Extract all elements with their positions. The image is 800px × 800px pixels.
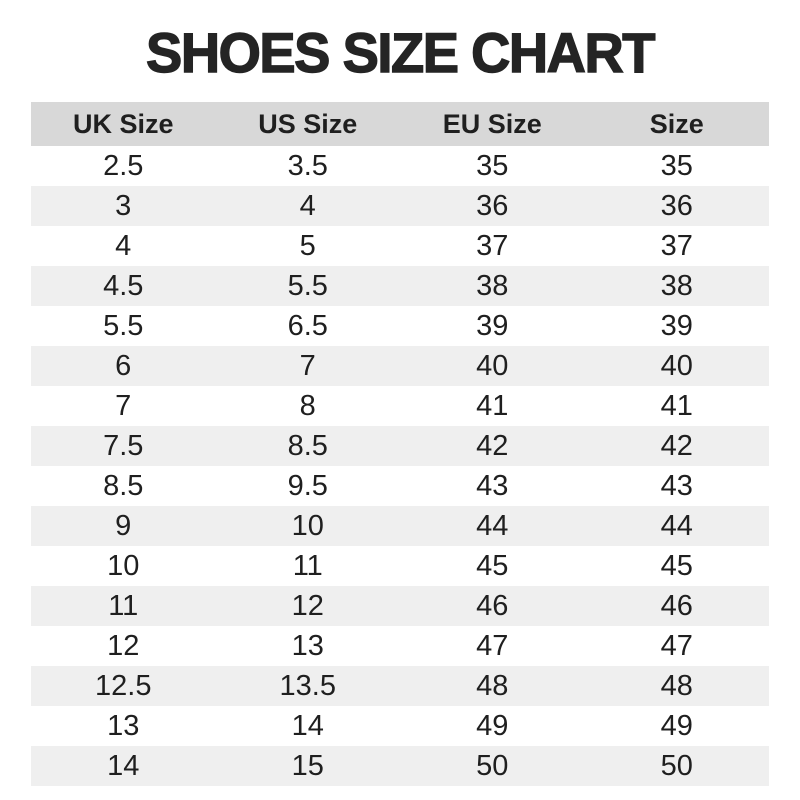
size-cell: 49 (660, 709, 693, 742)
table-row: 11 12 46 46 (31, 586, 769, 626)
size-cell: 7 (299, 349, 316, 382)
size-cell: 44 (476, 509, 509, 542)
size-cell: 4.5 (103, 269, 144, 302)
size-cell: 42 (660, 429, 693, 462)
size-cell: 36 (476, 189, 509, 222)
table-header: UK Size US Size EU Size Size (31, 102, 769, 146)
size-cell: 40 (476, 349, 509, 382)
size-cell: 49 (476, 709, 509, 742)
size-cell: 7 (115, 389, 132, 422)
column-header-eu-size: EU Size (400, 102, 585, 146)
size-cell: 15 (291, 749, 324, 782)
size-cell: 48 (476, 669, 509, 702)
size-cell: 39 (660, 309, 693, 342)
size-cell: 8.5 (103, 469, 144, 502)
table-row: 5.5 6.5 39 39 (31, 306, 769, 346)
table-row: 13 14 49 49 (31, 706, 769, 746)
size-cell: 46 (660, 589, 693, 622)
size-cell: 5 (299, 229, 316, 262)
size-cell: 13.5 (279, 669, 336, 702)
table-row: 12 13 47 47 (31, 626, 769, 666)
size-cell: 48 (660, 669, 693, 702)
size-cell: 9 (115, 509, 132, 542)
size-cell: 12 (107, 629, 140, 662)
table-row: 4.5 5.5 38 38 (31, 266, 769, 306)
table-row: 4 5 37 37 (31, 226, 769, 266)
size-cell: 35 (476, 149, 509, 182)
size-cell: 37 (660, 229, 693, 262)
size-cell: 8 (299, 389, 316, 422)
size-cell: 3 (115, 189, 132, 222)
size-cell: 37 (476, 229, 509, 262)
size-cell: 47 (476, 629, 509, 662)
table-row: 3 4 36 36 (31, 186, 769, 226)
size-cell: 13 (107, 709, 140, 742)
size-cell: 6.5 (287, 309, 328, 342)
size-cell: 6 (115, 349, 132, 382)
page-title: SHOES SIZE CHART (145, 20, 656, 84)
table-row: 9 10 44 44 (31, 506, 769, 546)
column-header-uk-size: UK Size (31, 102, 216, 146)
size-cell: 38 (660, 269, 693, 302)
size-cell: 43 (476, 469, 509, 502)
size-chart-page: SHOES SIZE CHART UK Size US Size EU Size… (0, 20, 800, 800)
size-cell: 14 (107, 749, 140, 782)
size-cell: 38 (476, 269, 509, 302)
size-cell: 11 (108, 589, 139, 622)
column-header-us-size: US Size (215, 102, 400, 146)
size-cell: 41 (476, 389, 509, 422)
table-row: 14 15 50 50 (31, 746, 769, 786)
size-cell: 45 (660, 549, 693, 582)
size-cell: 50 (660, 749, 693, 782)
size-cell: 35 (660, 149, 693, 182)
table-body: 2.5 3.5 35 35 3 4 36 36 4 5 37 37 4.5 5.5 38 38 5.5 6.5 39… (31, 146, 769, 786)
size-cell: 12 (291, 589, 324, 622)
size-cell: 44 (660, 509, 693, 542)
size-cell: 13 (291, 629, 324, 662)
size-cell: 4 (115, 229, 132, 262)
size-cell: 42 (476, 429, 509, 462)
size-cell: 14 (291, 709, 324, 742)
size-cell: 5.5 (287, 269, 328, 302)
size-cell: 9.5 (287, 469, 328, 502)
size-cell: 45 (476, 549, 509, 582)
table-header-row: UK Size US Size EU Size Size (31, 102, 769, 146)
table-row: 10 11 45 45 (31, 546, 769, 586)
size-cell: 39 (476, 309, 509, 342)
size-cell: 12.5 (95, 669, 152, 702)
size-cell: 41 (660, 389, 693, 422)
size-cell: 3.5 (287, 149, 328, 182)
size-cell: 46 (476, 589, 509, 622)
table-row: 2.5 3.5 35 35 (31, 146, 769, 186)
size-cell: 5.5 (103, 309, 144, 342)
table-row: 8.5 9.5 43 43 (31, 466, 769, 506)
table-row: 7 8 41 41 (31, 386, 769, 426)
size-cell: 10 (107, 549, 140, 582)
size-cell: 40 (660, 349, 693, 382)
size-cell: 11 (292, 549, 323, 582)
size-cell: 4 (299, 189, 316, 222)
table-row: 6 7 40 40 (31, 346, 769, 386)
size-cell: 47 (660, 629, 693, 662)
size-cell: 43 (660, 469, 693, 502)
column-header-size: Size (584, 102, 769, 146)
size-cell: 10 (291, 509, 324, 542)
size-cell: 2.5 (103, 149, 144, 182)
size-cell: 8.5 (287, 429, 328, 462)
size-cell: 36 (660, 189, 693, 222)
size-cell: 7.5 (103, 429, 144, 462)
table-row: 12.5 13.5 48 48 (31, 666, 769, 706)
table-row: 7.5 8.5 42 42 (31, 426, 769, 466)
size-cell: 50 (476, 749, 509, 782)
size-chart-table: UK Size US Size EU Size Size 2.5 3.5 35 35 3… (31, 102, 769, 786)
